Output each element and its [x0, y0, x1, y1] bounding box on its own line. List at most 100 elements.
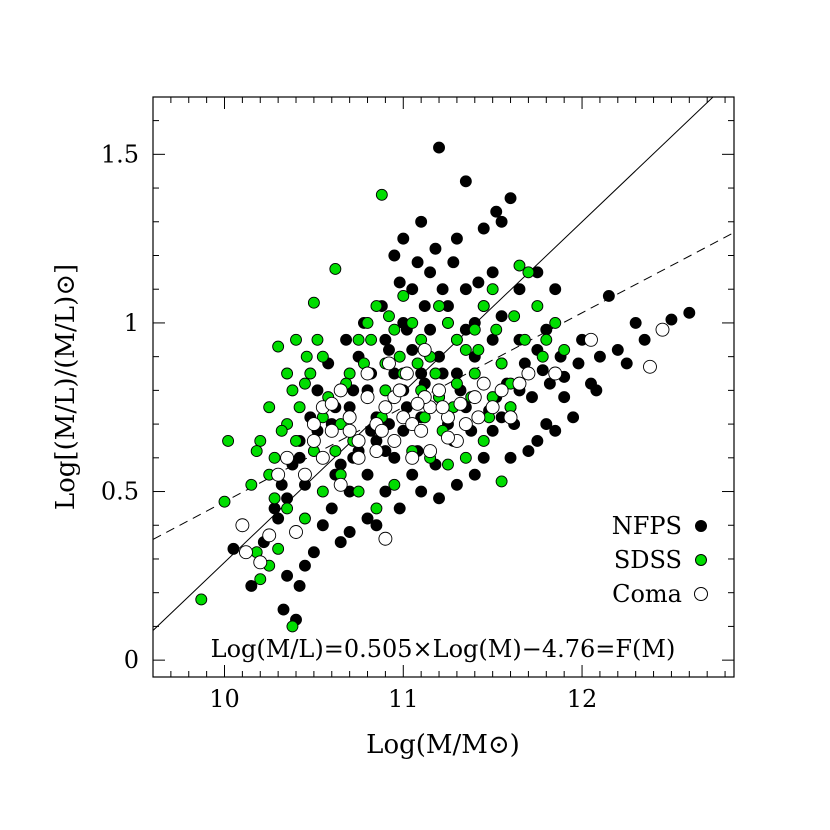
nfps-point — [307, 546, 320, 559]
nfps-point — [549, 424, 562, 437]
legend-label-coma: Coma — [612, 580, 682, 608]
sdss-point — [418, 411, 431, 424]
nfps-point — [379, 333, 392, 346]
sdss-point — [365, 333, 378, 346]
nfps-point — [450, 367, 463, 380]
nfps-point — [245, 580, 258, 592]
nfps-point — [531, 435, 544, 447]
fit-equation-annotation: Log(M/L)=0.505×Log(M)−4.76=F(M) — [211, 635, 676, 663]
nfps-point — [490, 205, 503, 218]
coma-point — [262, 528, 277, 543]
sdss-point — [268, 492, 281, 505]
sdss-point — [218, 495, 231, 508]
nfps-point — [415, 215, 428, 228]
sdss-point — [290, 435, 302, 447]
sdss-point — [375, 188, 388, 201]
sdss-point — [343, 367, 356, 380]
sdss-point — [286, 620, 299, 633]
nfps-point — [459, 283, 472, 296]
coma-point — [494, 383, 509, 398]
sdss-point — [472, 343, 485, 356]
nfps-point — [629, 316, 642, 329]
y-tick-label: 0.5 — [101, 478, 139, 506]
sdss-point — [513, 259, 526, 272]
sdss-point — [334, 418, 347, 431]
coma-point — [324, 423, 339, 438]
sdss-point — [459, 343, 472, 356]
nfps-point — [325, 502, 338, 515]
coma-point — [360, 390, 375, 405]
nfps-point — [388, 249, 401, 262]
nfps-point — [361, 468, 374, 481]
coma-point — [643, 359, 657, 374]
coma-point — [476, 376, 491, 391]
sdss-point — [254, 573, 267, 586]
sdss-point — [268, 451, 281, 464]
coma-point — [239, 545, 253, 560]
nfps-point — [379, 485, 392, 498]
nfps-point — [513, 283, 526, 296]
nfps-point — [590, 384, 603, 397]
sdss-point — [508, 310, 521, 323]
sdss-point — [495, 357, 508, 370]
nfps-point — [316, 519, 329, 532]
coma-point — [423, 444, 438, 459]
sdss-point — [299, 377, 311, 390]
nfps-point — [558, 391, 571, 404]
legend-marker-sdss — [695, 554, 707, 566]
coma-point — [584, 332, 598, 347]
sdss-point — [558, 343, 571, 356]
sdss-point — [379, 384, 392, 397]
nfps-point — [227, 542, 240, 555]
y-tick-label: 0 — [124, 646, 139, 674]
nfps-point — [526, 391, 538, 404]
y-tick-label: 1 — [124, 309, 139, 337]
sdss-point — [388, 323, 401, 336]
x-tick-label: 11 — [388, 685, 419, 713]
sdss-point — [522, 266, 535, 279]
sdss-point — [433, 300, 445, 313]
nfps-point — [495, 310, 508, 323]
nfps-point — [361, 512, 374, 525]
sdss-point — [281, 367, 294, 380]
sdss-point — [250, 445, 263, 458]
coma-point — [235, 518, 250, 533]
nfps-point — [424, 266, 437, 279]
nfps-point — [540, 418, 553, 431]
nfps-point — [272, 512, 285, 525]
sdss-point — [286, 384, 299, 397]
sdss-point — [370, 300, 383, 313]
y-axis-label: Log[(M/L)/(M/L)⊙] — [51, 264, 81, 510]
coma-point — [405, 450, 420, 465]
coma-point — [512, 376, 527, 391]
nfps-point — [281, 492, 294, 505]
coma-point — [399, 366, 414, 381]
nfps-point — [406, 343, 419, 356]
nfps-point — [620, 357, 633, 370]
coma-point — [378, 400, 393, 415]
coma-point — [369, 444, 384, 459]
sdss-point — [495, 475, 508, 488]
nfps-point — [447, 256, 460, 269]
coma-point — [655, 322, 670, 337]
nfps-point — [397, 232, 410, 245]
sdss-point — [370, 502, 383, 515]
coma-point — [485, 400, 500, 415]
sdss-point — [352, 333, 365, 346]
nfps-point — [450, 478, 463, 491]
sdss-point — [397, 290, 410, 302]
sdss-point — [477, 435, 490, 447]
nfps-point — [397, 424, 410, 437]
nfps-point — [593, 350, 606, 363]
sdss-point — [450, 377, 463, 390]
coma-point — [306, 417, 321, 432]
nfps-point — [343, 526, 356, 538]
coma-point — [351, 450, 366, 465]
nfps-point — [536, 364, 549, 377]
coma-point — [503, 410, 518, 425]
coma-point — [289, 525, 303, 539]
sdss-point — [429, 367, 442, 380]
plot-frame — [152, 96, 735, 678]
nfps-point — [433, 141, 445, 154]
